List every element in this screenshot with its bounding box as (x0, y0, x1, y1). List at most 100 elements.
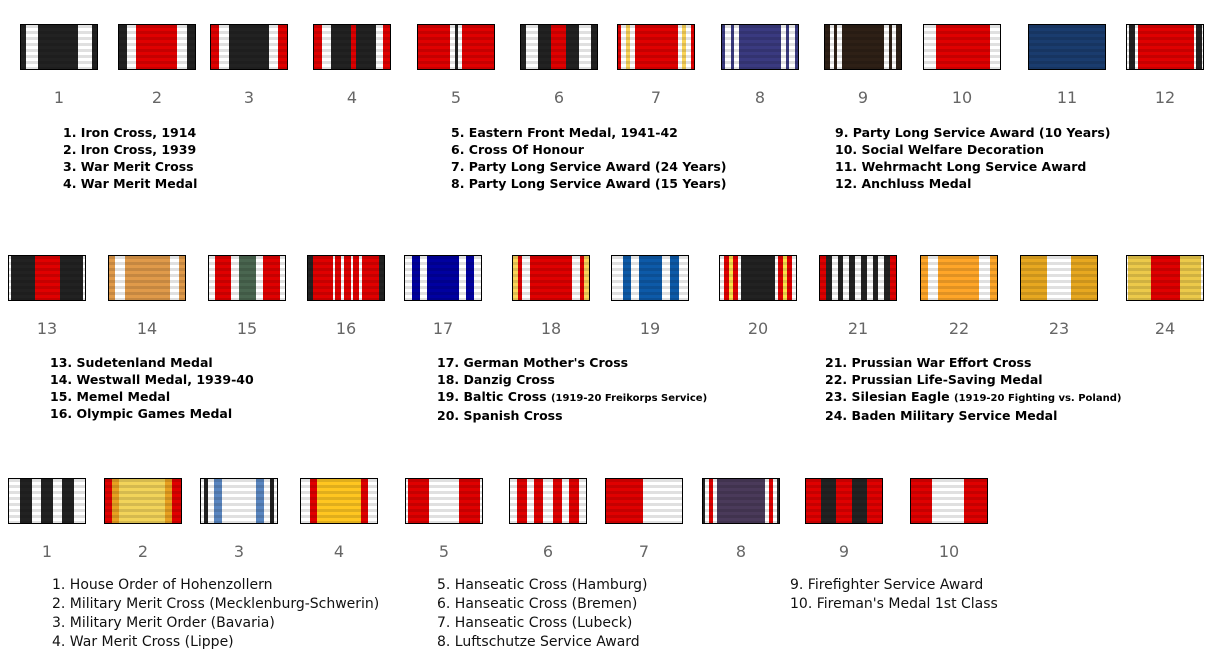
legend-item: 4. War Merit Cross (Lippe) (52, 633, 379, 652)
ribbon-stripe (201, 479, 205, 523)
legend-item: 9. Party Long Service Award (10 Years) (835, 124, 1110, 141)
ribbon-stripe (820, 479, 836, 523)
ribbon-stripe (513, 256, 518, 300)
ribbon-stripe (268, 25, 278, 69)
legend-text: 5. Eastern Front Medal, 1941-42 (451, 125, 678, 140)
ribbon-stripe (734, 25, 739, 69)
ribbon-stripe (872, 256, 879, 300)
ribbon-number: 14 (136, 319, 158, 338)
ribbon-number: 18 (540, 319, 562, 338)
ribbon-0-4 (313, 24, 391, 70)
ribbon-stripe (530, 256, 572, 300)
ribbon-stripe (21, 25, 26, 69)
ribbon-number: 6 (542, 542, 554, 561)
legend-text: 23. Silesian Eagle (825, 389, 954, 404)
ribbon-stripe (730, 25, 735, 69)
ribbon-stripe (1150, 256, 1181, 300)
ribbon-stripe (459, 256, 467, 300)
ribbon-stripe (238, 256, 257, 300)
legend-text: 5. Hanseatic Cross (Hamburg) (437, 577, 648, 593)
ribbon-stripe (517, 256, 523, 300)
ribbon-number: 5 (438, 542, 450, 561)
ribbon-stripe (794, 25, 798, 69)
ribbon-stripe (314, 25, 323, 69)
legend-subtext: (1919-20 Fighting vs. Poland) (954, 393, 1122, 404)
ribbon-stripe (569, 479, 579, 523)
ribbon-stripe (561, 479, 570, 523)
legend-text: 11. Wehrmacht Long Service Award (835, 159, 1087, 174)
ribbon-stripe (9, 479, 21, 523)
legend-text: 13. Sudetenland Medal (50, 355, 213, 370)
legend-item: 4. War Merit Medal (63, 175, 197, 192)
ribbon-stripe (361, 256, 380, 300)
ribbon-stripe (1200, 256, 1203, 300)
ribbon-stripe (454, 25, 459, 69)
ribbon-number: 6 (553, 88, 565, 107)
ribbon-stripe (787, 256, 792, 300)
legend-text: 8. Luftschutze Service Award (437, 634, 640, 650)
ribbon-2-5 (405, 478, 483, 524)
ribbon-stripe (126, 25, 137, 69)
ribbon-stripe (1196, 25, 1202, 69)
legend-item: 16. Olympic Games Medal (50, 405, 254, 422)
ribbon-stripe (831, 256, 838, 300)
ribbon-stripe (419, 256, 427, 300)
ribbon-stripe (661, 256, 670, 300)
ribbon-stripe (114, 256, 125, 300)
legend-text: 10. Social Welfare Decoration (835, 142, 1045, 157)
ribbon-0-12 (1126, 24, 1204, 70)
ribbon-stripe (704, 479, 709, 523)
legend-item: 3. War Merit Cross (63, 158, 197, 175)
ribbon-stripe (990, 256, 997, 300)
legend-text: 24. Baden Military Service Medal (825, 408, 1058, 423)
ribbon-stripe (765, 479, 770, 523)
legend-text: 8. Party Long Service Award (15 Years) (451, 176, 727, 191)
ribbon-stripe (379, 256, 384, 300)
ribbon-stripe (77, 25, 93, 69)
ribbon-stripe (837, 25, 842, 69)
ribbon-stripe (578, 479, 586, 523)
ribbon-number: 15 (236, 319, 258, 338)
ribbon-stripe (690, 25, 694, 69)
ribbon-number: 5 (450, 88, 462, 107)
legend-item: 13. Sudetenland Medal (50, 354, 254, 371)
ribbon-stripe (218, 25, 230, 69)
legend-text: 19. Baltic Cross (437, 389, 551, 404)
ribbon-stripe (669, 256, 679, 300)
legend-item: 2. Military Merit Cross (Mecklenburg-Sch… (52, 595, 379, 614)
ribbon-stripe (781, 25, 786, 69)
ribbon-stripe (360, 479, 368, 523)
ribbon-number: 10 (951, 88, 973, 107)
ribbon-stripe (405, 256, 412, 300)
ribbon-stripe (682, 25, 686, 69)
ribbon-stripe (350, 25, 356, 69)
legend-text: 14. Westwall Medal, 1939-40 (50, 372, 254, 387)
ribbon-stripe (578, 25, 592, 69)
ribbon-2-3 (200, 478, 278, 524)
ribbon-stripe (837, 256, 844, 300)
ribbon-stripe (375, 25, 383, 69)
legend-item: 5. Hanseatic Cross (Hamburg) (437, 576, 647, 595)
ribbon-1-22 (920, 255, 998, 301)
ribbon-stripe (459, 479, 481, 523)
ribbon-stripe (172, 479, 181, 523)
ribbon-stripe (317, 479, 361, 523)
ribbon-number: 17 (432, 319, 454, 338)
legend-item: 17. German Mother's Cross (437, 354, 707, 371)
ribbon-stripe (109, 256, 115, 300)
ribbon-stripe (510, 479, 518, 523)
ribbon-stripe (406, 479, 408, 523)
ribbon-number: 4 (333, 542, 345, 561)
ribbon-stripe (825, 256, 832, 300)
ribbon-stripe (852, 479, 868, 523)
ribbon-stripe (769, 479, 774, 523)
ribbon-stripe (834, 25, 838, 69)
ribbon-1-18 (512, 255, 590, 301)
ribbon-stripe (256, 256, 264, 300)
ribbon-stripe (308, 256, 313, 300)
ribbon-stripe (255, 479, 264, 523)
legend-text: 17. German Mother's Cross (437, 355, 629, 370)
ribbon-stripe (38, 25, 78, 69)
legend-text: 3. Military Merit Order (Bavaria) (52, 615, 275, 631)
